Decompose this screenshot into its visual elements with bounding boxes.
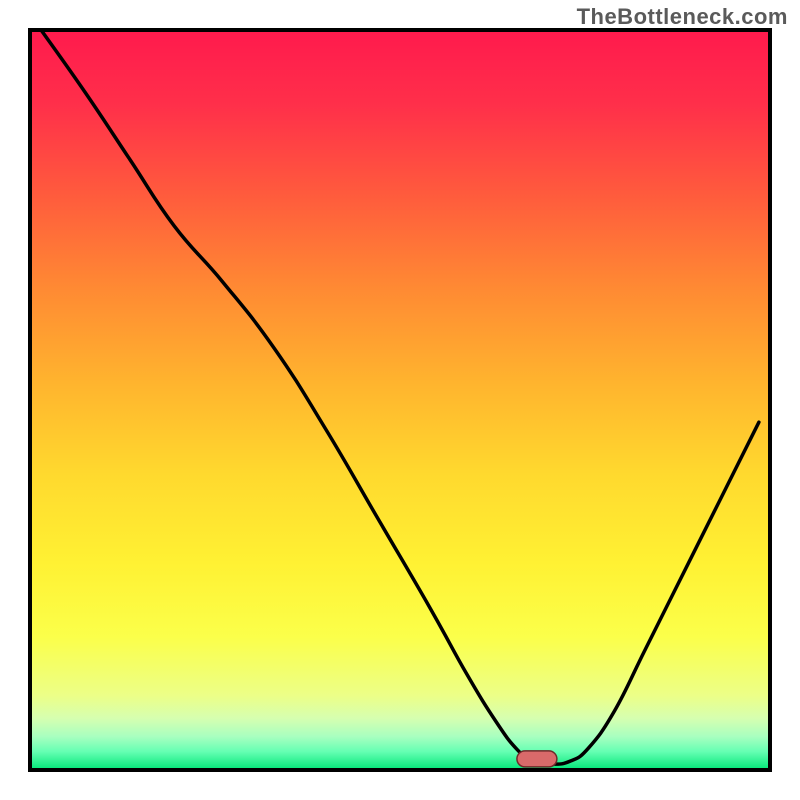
watermark-text: TheBottleneck.com (577, 4, 788, 30)
chart-svg (0, 0, 800, 800)
optimal-marker-pill (517, 751, 557, 767)
chart-stage: TheBottleneck.com (0, 0, 800, 800)
